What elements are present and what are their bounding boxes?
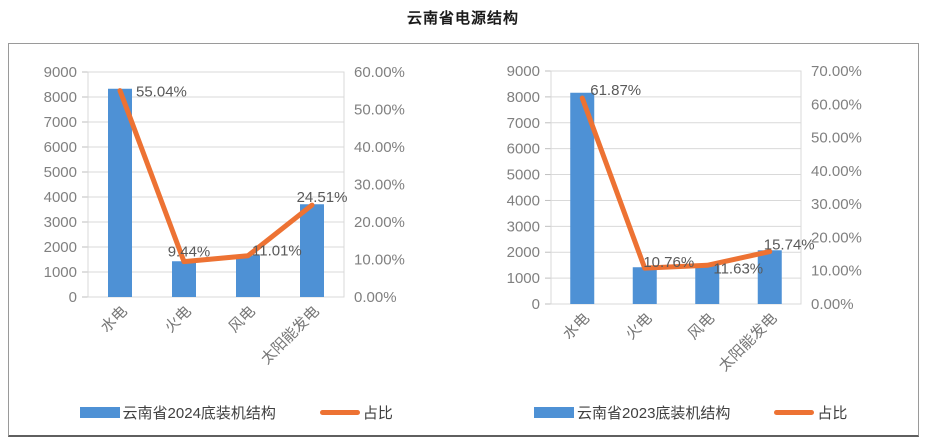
left-axis-tick-label: 6000 — [506, 141, 539, 158]
data-label: 9.44% — [168, 244, 211, 261]
left-axis-tick-label: 4000 — [506, 192, 539, 209]
page-title: 云南省电源结构 — [406, 10, 519, 27]
left-axis-tick-label: 3000 — [44, 214, 77, 231]
left-axis-tick-label: 6000 — [44, 139, 77, 156]
charts-frame: 9000 8000 7000 6000 5000 4000 3000 2000 1000 0 60.… — [8, 43, 919, 437]
right-axis-tick-label: 0.00% — [354, 289, 397, 306]
right-axis-tick-label: 50.00% — [811, 130, 862, 147]
left-axis-tick-label: 7000 — [506, 115, 539, 132]
bar-4 — [757, 250, 782, 304]
legend-bar-label: 云南省2023底装机结构 — [577, 405, 731, 422]
right-axis-tick-label: 60.00% — [811, 96, 862, 113]
left-axis-tick-label: 5000 — [44, 164, 77, 181]
left-axis-tick-label: 8000 — [44, 89, 77, 106]
right-axis-tick-label: 40.00% — [354, 139, 405, 156]
right-axis-tick-label: 60.00% — [354, 64, 405, 81]
legend-item-bar-2024: 云南省2024底装机结构 — [79, 402, 276, 423]
data-label: 24.51% — [297, 189, 348, 206]
chart-canvas-2023: 9000 8000 7000 6000 5000 4000 3000 2000 1000 0 70.… — [506, 63, 862, 375]
bar-1 — [569, 92, 594, 304]
category-label: 水电 — [98, 303, 131, 336]
right-axis-tick-label: 30.00% — [354, 177, 405, 194]
left-axis-tick-label: 1000 — [506, 270, 539, 287]
left-axis-tick-label: 9000 — [44, 64, 77, 81]
percent-line — [579, 95, 772, 271]
left-axis-tick-label: 1000 — [44, 264, 77, 281]
legend-line-swatch — [774, 410, 815, 415]
right-axis-tick-label: 20.00% — [354, 214, 405, 231]
right-axis-tick-label: 50.00% — [354, 102, 405, 119]
left-axis-tick-label: 7000 — [44, 114, 77, 131]
bar-1 — [108, 88, 132, 297]
right-axis-tick-label: 40.00% — [811, 163, 862, 180]
legend-item-bar-2023: 云南省2023底装机结构 — [534, 402, 730, 423]
bar-3 — [694, 264, 719, 304]
legend-line-label: 占比 — [817, 405, 848, 422]
percent-line — [117, 88, 315, 265]
right-axis-tick-label: 10.00% — [354, 252, 405, 269]
chart-panel-2023: 9000 8000 7000 6000 5000 4000 3000 2000 1000 0 70.… — [464, 44, 919, 435]
left-axis-tick-label: 4000 — [44, 189, 77, 206]
chart-canvas-2024: 9000 8000 7000 6000 5000 4000 3000 2000 1000 0 60.… — [44, 64, 405, 368]
left-axis-tick-label: 9000 — [506, 63, 539, 80]
data-label: 11.63% — [713, 260, 763, 277]
right-axis-tick-label: 30.00% — [811, 196, 862, 213]
category-label: 水电 — [559, 310, 592, 343]
chart-panel-2024: 9000 8000 7000 6000 5000 4000 3000 2000 1000 0 60.… — [9, 44, 464, 435]
plot-area-border — [550, 70, 801, 305]
bar-2 — [632, 267, 657, 304]
legend-bar-label: 云南省2024底装机结构 — [122, 405, 276, 422]
left-axis-tick-label: 3000 — [506, 218, 539, 235]
category-label: 火电 — [622, 310, 655, 343]
left-axis-tick-label: 5000 — [506, 167, 539, 184]
legend-line-label: 占比 — [362, 405, 393, 422]
category-label: 风电 — [684, 310, 717, 343]
right-axis-tick-label: 70.00% — [811, 63, 862, 80]
legend-2024: 云南省2024底装机结构 占比 — [9, 402, 464, 423]
bar-3 — [236, 255, 260, 297]
right-axis-tick-label: 0.00% — [811, 296, 854, 313]
right-axis-tick-label: 20.00% — [811, 229, 862, 246]
data-label: 61.87% — [590, 82, 641, 99]
legend-2023: 云南省2023底装机结构 占比 — [464, 402, 919, 423]
legend-bar-swatch — [79, 407, 120, 418]
data-label: 55.04% — [136, 84, 187, 101]
left-axis-tick-label: 0 — [531, 296, 539, 313]
left-axis-tick-label: 2000 — [44, 239, 77, 256]
category-label: 太阳能发电 — [715, 310, 780, 375]
category-label: 太阳能发电 — [258, 303, 323, 368]
data-label: 10.76% — [643, 254, 694, 271]
category-label: 火电 — [162, 303, 195, 336]
bar-2 — [172, 261, 196, 297]
category-label: 风电 — [226, 303, 259, 336]
bar-4 — [300, 204, 324, 297]
right-axis-tick-label: 10.00% — [811, 263, 862, 280]
legend-bar-swatch — [534, 407, 575, 418]
legend-item-line-2023: 占比 — [774, 402, 847, 423]
left-axis-tick-label: 2000 — [506, 244, 539, 261]
data-label: 11.01% — [252, 243, 302, 260]
legend-item-line-2024: 占比 — [319, 402, 393, 423]
left-axis-tick-label: 8000 — [506, 89, 539, 106]
left-axis-tick-label: 0 — [69, 289, 77, 306]
data-label: 15.74% — [763, 237, 814, 254]
legend-line-swatch — [319, 410, 360, 415]
plot-area-border — [87, 71, 345, 298]
